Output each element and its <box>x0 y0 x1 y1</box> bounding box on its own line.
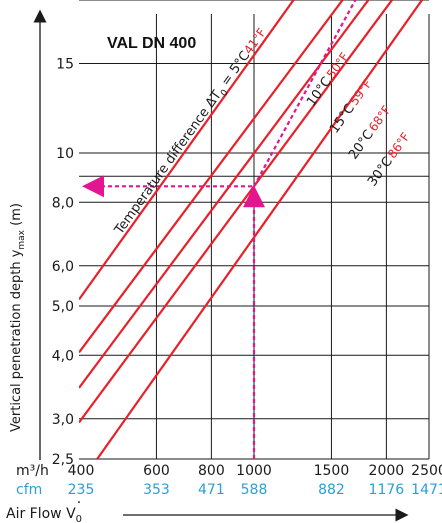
series-f-label: 86°F <box>385 130 413 161</box>
y-tick-label: 10 <box>56 146 74 162</box>
y-tick-label: 6,0 <box>52 259 74 275</box>
series-line <box>79 0 295 301</box>
x-tick-cfm-label: 882 <box>318 482 345 498</box>
x-tick-label: 600 <box>143 463 170 479</box>
y-tick-label: 3,0 <box>52 412 74 428</box>
chart-title: VAL DN 400 <box>107 35 196 52</box>
x-tick-label: 2500 <box>411 463 442 479</box>
x-unit-m3h: m³/h <box>16 463 49 479</box>
series-f-label: 59°F <box>347 77 375 108</box>
series-line <box>96 0 423 459</box>
y-axis-title-sub: max <box>17 229 27 249</box>
temperature-difference-sub: 0 <box>219 88 231 99</box>
x-tick-cfm-label: 471 <box>198 482 225 498</box>
x-tick-cfm-label: 1176 <box>369 482 405 498</box>
y-axis-title-text: Vertical penetration depth y <box>9 249 24 432</box>
series-line <box>79 0 393 424</box>
y-axis-title-unit: (m) <box>9 203 24 230</box>
x-axis-title-sub: 0 <box>76 514 82 523</box>
x-tick-label: 800 <box>198 463 225 479</box>
x-tick-cfm-label: 588 <box>241 482 268 498</box>
series-label: 20°C <box>346 127 377 162</box>
series-line <box>79 0 344 354</box>
y-tick-label: 4,0 <box>52 348 74 364</box>
x-axis-title-text: Air Flow V <box>6 506 76 522</box>
x-tick-label: 1000 <box>236 463 272 479</box>
y-tick-label: 15 <box>56 57 74 73</box>
x-tick-cfm-label: 353 <box>143 482 170 498</box>
x-tick-label: 400 <box>68 463 95 479</box>
example-slope-line <box>253 0 357 187</box>
x-tick-label: 1500 <box>314 463 350 479</box>
series-label: 30°C <box>365 154 396 189</box>
y-tick-label: 5,0 <box>52 299 74 315</box>
temperature-difference-label: Temperature difference ΔT0 = 5°C41°F <box>111 26 272 240</box>
y-axis-title: Vertical penetration depth ymax (m) <box>9 203 27 432</box>
x-tick-label: 2000 <box>369 463 405 479</box>
x-axis-dot-accent: · <box>77 495 81 511</box>
series-f-label: 68°F <box>366 103 394 134</box>
y-tick-label: 2,5 <box>52 452 74 468</box>
y-tick-label: 8,0 <box>52 195 74 211</box>
x-tick-cfm-label: 235 <box>68 482 95 498</box>
x-unit-cfm: cfm <box>16 482 42 498</box>
x-tick-cfm-label: 1471 <box>411 482 442 498</box>
series-line <box>79 0 370 389</box>
x-axis-title: Air Flow V0 <box>6 506 82 523</box>
